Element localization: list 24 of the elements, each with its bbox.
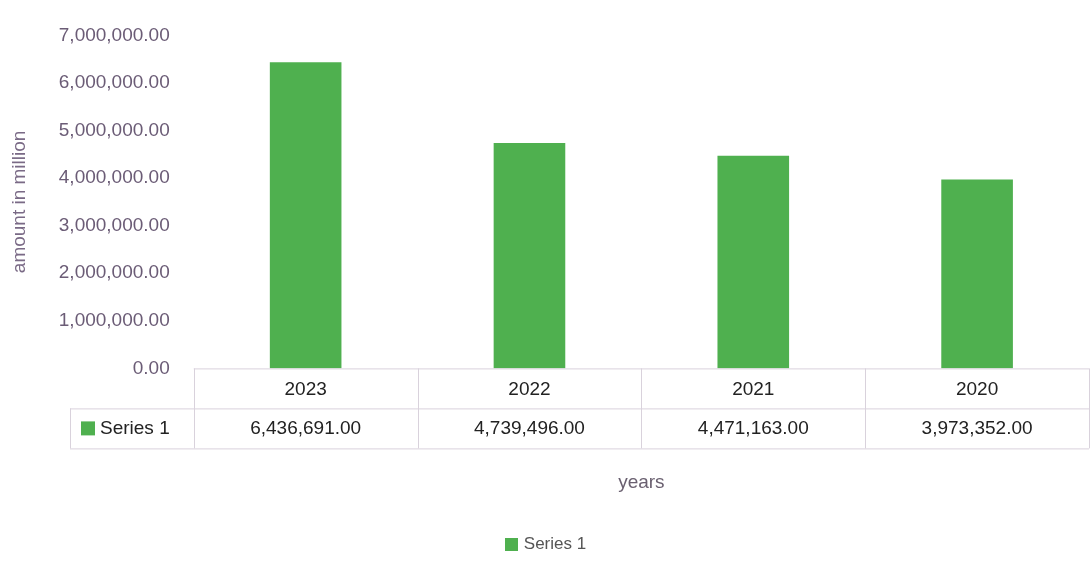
x-tick-label: 2020 — [955, 378, 999, 400]
y-axis-title: amount in million — [7, 130, 29, 274]
bar — [941, 179, 1013, 369]
text: Series 1 — [523, 534, 587, 553]
data-label: 4,739,496.00 — [473, 416, 585, 438]
data-label: 6,436,691.00 — [250, 416, 362, 438]
x-tick-label: 2022 — [508, 378, 551, 400]
y-tick-label: 0.00 — [132, 356, 170, 378]
y-tick-label: 3,000,000.00 — [58, 213, 170, 235]
data-label: 4,471,163.00 — [697, 416, 809, 438]
y-tick-label: 1,000,000.00 — [58, 309, 170, 331]
x-tick-label: 2023 — [284, 378, 327, 400]
x-axis-title: years — [618, 470, 665, 492]
data-label: 3,973,352.00 — [921, 416, 1033, 438]
y-tick-label: 6,000,000.00 — [58, 71, 170, 93]
y-tick-label: 2,000,000.00 — [58, 261, 170, 283]
y-tick-label: 5,000,000.00 — [58, 118, 170, 140]
bar — [269, 62, 342, 369]
y-tick-label: 7,000,000.00 — [58, 23, 170, 45]
legend-label: Series 1 — [100, 416, 170, 438]
bar — [717, 155, 790, 369]
bar — [493, 142, 566, 369]
y-tick-label: 4,000,000.00 — [58, 166, 170, 188]
x-tick-label: 2021 — [732, 378, 775, 400]
